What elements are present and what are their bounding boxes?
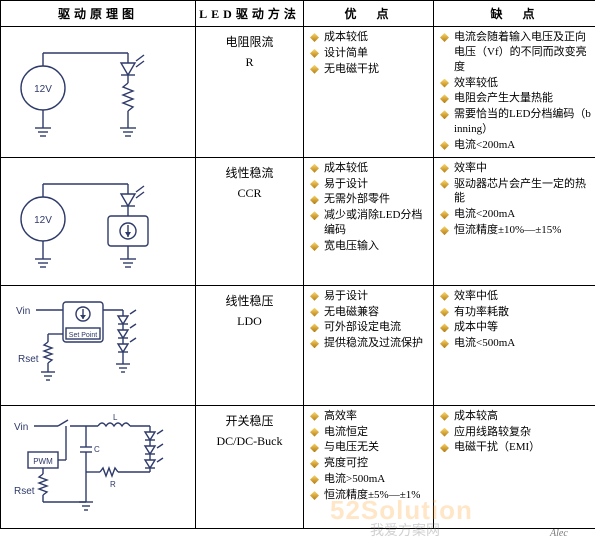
table-row: 12V xyxy=(1,157,595,285)
list-item: 成本较低 xyxy=(308,30,429,45)
header-pros: 优 点 xyxy=(304,1,434,27)
table-row: 12V xyxy=(1,27,595,158)
list-item: 需要恰当的LED分档编码（binning） xyxy=(438,107,591,137)
svg-text:L: L xyxy=(113,413,118,422)
comparison-table: 驱动原理图 LED驱动方法 优 点 缺 点 12V xyxy=(0,0,595,529)
svg-text:Vin: Vin xyxy=(16,306,30,317)
list-item: 高效率 xyxy=(308,409,429,424)
method-cell: 线性稳压 LDO xyxy=(196,285,304,405)
method-sub: DC/DC-Buck xyxy=(200,432,299,450)
pros-list: 易于设计无电磁兼容可外部设定电流提供稳流及过流保护 xyxy=(308,289,429,351)
list-item: 应用线路较复杂 xyxy=(438,425,591,440)
watermark-alec: Alec xyxy=(550,528,568,539)
cons-cell: 效率中低有功率耗散成本中等电流<500mA xyxy=(434,285,595,405)
list-item: 驱动器芯片会产生一定的热能 xyxy=(438,177,591,207)
cons-list: 电流会随着输入电压及正向电压（Vf）的不同而改变亮度效率较低电阻会产生大量热能需… xyxy=(438,30,591,153)
list-item: 有功率耗散 xyxy=(438,305,591,320)
header-method: LED驱动方法 xyxy=(196,1,304,27)
pros-cell: 易于设计无电磁兼容可外部设定电流提供稳流及过流保护 xyxy=(304,285,434,405)
list-item: 电流<200mA xyxy=(438,207,591,222)
cons-cell: 效率中驱动器芯片会产生一定的热能电流<200mA恒流精度±10%—±15% xyxy=(434,157,595,285)
table-row: Vin L PWM xyxy=(1,405,595,528)
pros-list: 高效率电流恒定与电压无关亮度可控电流>500mA恒流精度±5%—±1% xyxy=(308,409,429,503)
header-diagram: 驱动原理图 xyxy=(1,1,196,27)
method-title: 开关稳压 xyxy=(200,412,299,430)
table-row: Vin Set Point xyxy=(1,285,595,405)
method-cell: 开关稳压 DC/DC-Buck xyxy=(196,405,304,528)
list-item: 易于设计 xyxy=(308,289,429,304)
svg-text:Set Point: Set Point xyxy=(69,332,97,339)
svg-text:Rset: Rset xyxy=(18,354,39,365)
list-item: 电流<500mA xyxy=(438,336,591,351)
svg-text:Rset: Rset xyxy=(14,486,35,497)
svg-text:R: R xyxy=(110,480,116,489)
list-item: 与电压无关 xyxy=(308,440,429,455)
cons-list: 效率中低有功率耗散成本中等电流<500mA xyxy=(438,289,591,351)
list-item: 恒流精度±5%—±1% xyxy=(308,488,429,503)
method-sub: LDO xyxy=(200,312,299,330)
svg-text:12V: 12V xyxy=(34,215,52,226)
list-item: 电流恒定 xyxy=(308,425,429,440)
svg-text:Vin: Vin xyxy=(14,422,28,433)
pros-list: 成本较低易于设计无需外部零件减少或消除LED分档编码宽电压输入 xyxy=(308,161,429,254)
list-item: 电流>500mA xyxy=(308,472,429,487)
list-item: 成本较低 xyxy=(308,161,429,176)
list-item: 电流会随着输入电压及正向电压（Vf）的不同而改变亮度 xyxy=(438,30,591,75)
list-item: 无电磁干扰 xyxy=(308,62,429,77)
method-title: 线性稳压 xyxy=(200,292,299,310)
svg-text:12V: 12V xyxy=(34,84,52,95)
svg-text:C: C xyxy=(94,445,100,454)
method-title: 线性稳流 xyxy=(200,164,299,182)
pros-cell: 成本较低设计简单无电磁干扰 xyxy=(304,27,434,158)
cons-list: 成本较高应用线路较复杂电磁干扰（EMI） xyxy=(438,409,591,456)
diagram-buck: Vin L PWM xyxy=(1,405,196,528)
diagram-ccr: 12V xyxy=(1,157,196,285)
list-item: 减少或消除LED分档编码 xyxy=(308,208,429,238)
pros-cell: 成本较低易于设计无需外部零件减少或消除LED分档编码宽电压输入 xyxy=(304,157,434,285)
list-item: 易于设计 xyxy=(308,177,429,192)
list-item: 无需外部零件 xyxy=(308,192,429,207)
list-item: 电磁干扰（EMI） xyxy=(438,440,591,455)
list-item: 效率中低 xyxy=(438,289,591,304)
list-item: 效率较低 xyxy=(438,76,591,91)
cons-cell: 电流会随着输入电压及正向电压（Vf）的不同而改变亮度效率较低电阻会产生大量热能需… xyxy=(434,27,595,158)
method-title: 电阻限流 xyxy=(200,33,299,51)
method-sub: CCR xyxy=(200,184,299,202)
list-item: 电阻会产生大量热能 xyxy=(438,91,591,106)
method-cell: 线性稳流 CCR xyxy=(196,157,304,285)
header-row: 驱动原理图 LED驱动方法 优 点 缺 点 xyxy=(1,1,595,27)
method-cell: 电阻限流 R xyxy=(196,27,304,158)
list-item: 效率中 xyxy=(438,161,591,176)
cons-list: 效率中驱动器芯片会产生一定的热能电流<200mA恒流精度±10%—±15% xyxy=(438,161,591,238)
pros-cell: 高效率电流恒定与电压无关亮度可控电流>500mA恒流精度±5%—±1% xyxy=(304,405,434,528)
list-item: 亮度可控 xyxy=(308,456,429,471)
list-item: 设计简单 xyxy=(308,46,429,61)
list-item: 成本较高 xyxy=(438,409,591,424)
header-cons: 缺 点 xyxy=(434,1,595,27)
svg-text:PWM: PWM xyxy=(33,457,53,466)
method-sub: R xyxy=(200,53,299,71)
list-item: 可外部设定电流 xyxy=(308,320,429,335)
cons-cell: 成本较高应用线路较复杂电磁干扰（EMI） xyxy=(434,405,595,528)
list-item: 宽电压输入 xyxy=(308,239,429,254)
list-item: 恒流精度±10%—±15% xyxy=(438,223,591,238)
list-item: 成本中等 xyxy=(438,320,591,335)
list-item: 提供稳流及过流保护 xyxy=(308,336,429,351)
list-item: 电流<200mA xyxy=(438,138,591,153)
pros-list: 成本较低设计简单无电磁干扰 xyxy=(308,30,429,77)
diagram-ldo: Vin Set Point xyxy=(1,285,196,405)
list-item: 无电磁兼容 xyxy=(308,305,429,320)
diagram-resistor: 12V xyxy=(1,27,196,158)
